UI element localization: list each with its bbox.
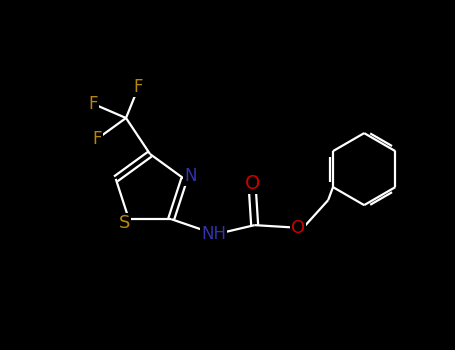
Text: S: S xyxy=(119,214,131,232)
Text: F: F xyxy=(134,78,143,96)
Text: F: F xyxy=(92,130,102,148)
Text: NH: NH xyxy=(201,225,226,243)
Text: F: F xyxy=(89,95,98,113)
Text: O: O xyxy=(244,174,260,193)
Text: O: O xyxy=(291,219,305,237)
Text: N: N xyxy=(184,167,197,186)
